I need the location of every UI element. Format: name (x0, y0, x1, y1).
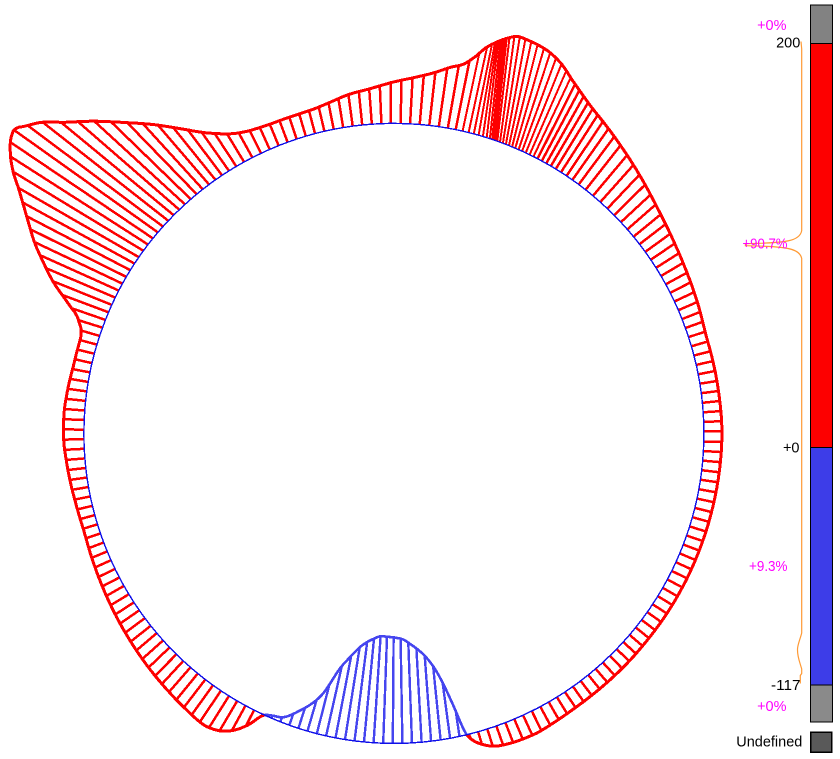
svg-text:+90.7%: +90.7% (743, 237, 788, 253)
svg-text:+0: +0 (783, 441, 800, 457)
svg-text:+0%: +0% (757, 18, 787, 34)
svg-text:+0%: +0% (757, 699, 787, 715)
svg-text:+9.3%: +9.3% (749, 559, 788, 575)
svg-text:Undefined: Undefined (736, 735, 802, 751)
svg-text:200: 200 (776, 35, 800, 51)
svg-text:-117: -117 (771, 678, 801, 694)
